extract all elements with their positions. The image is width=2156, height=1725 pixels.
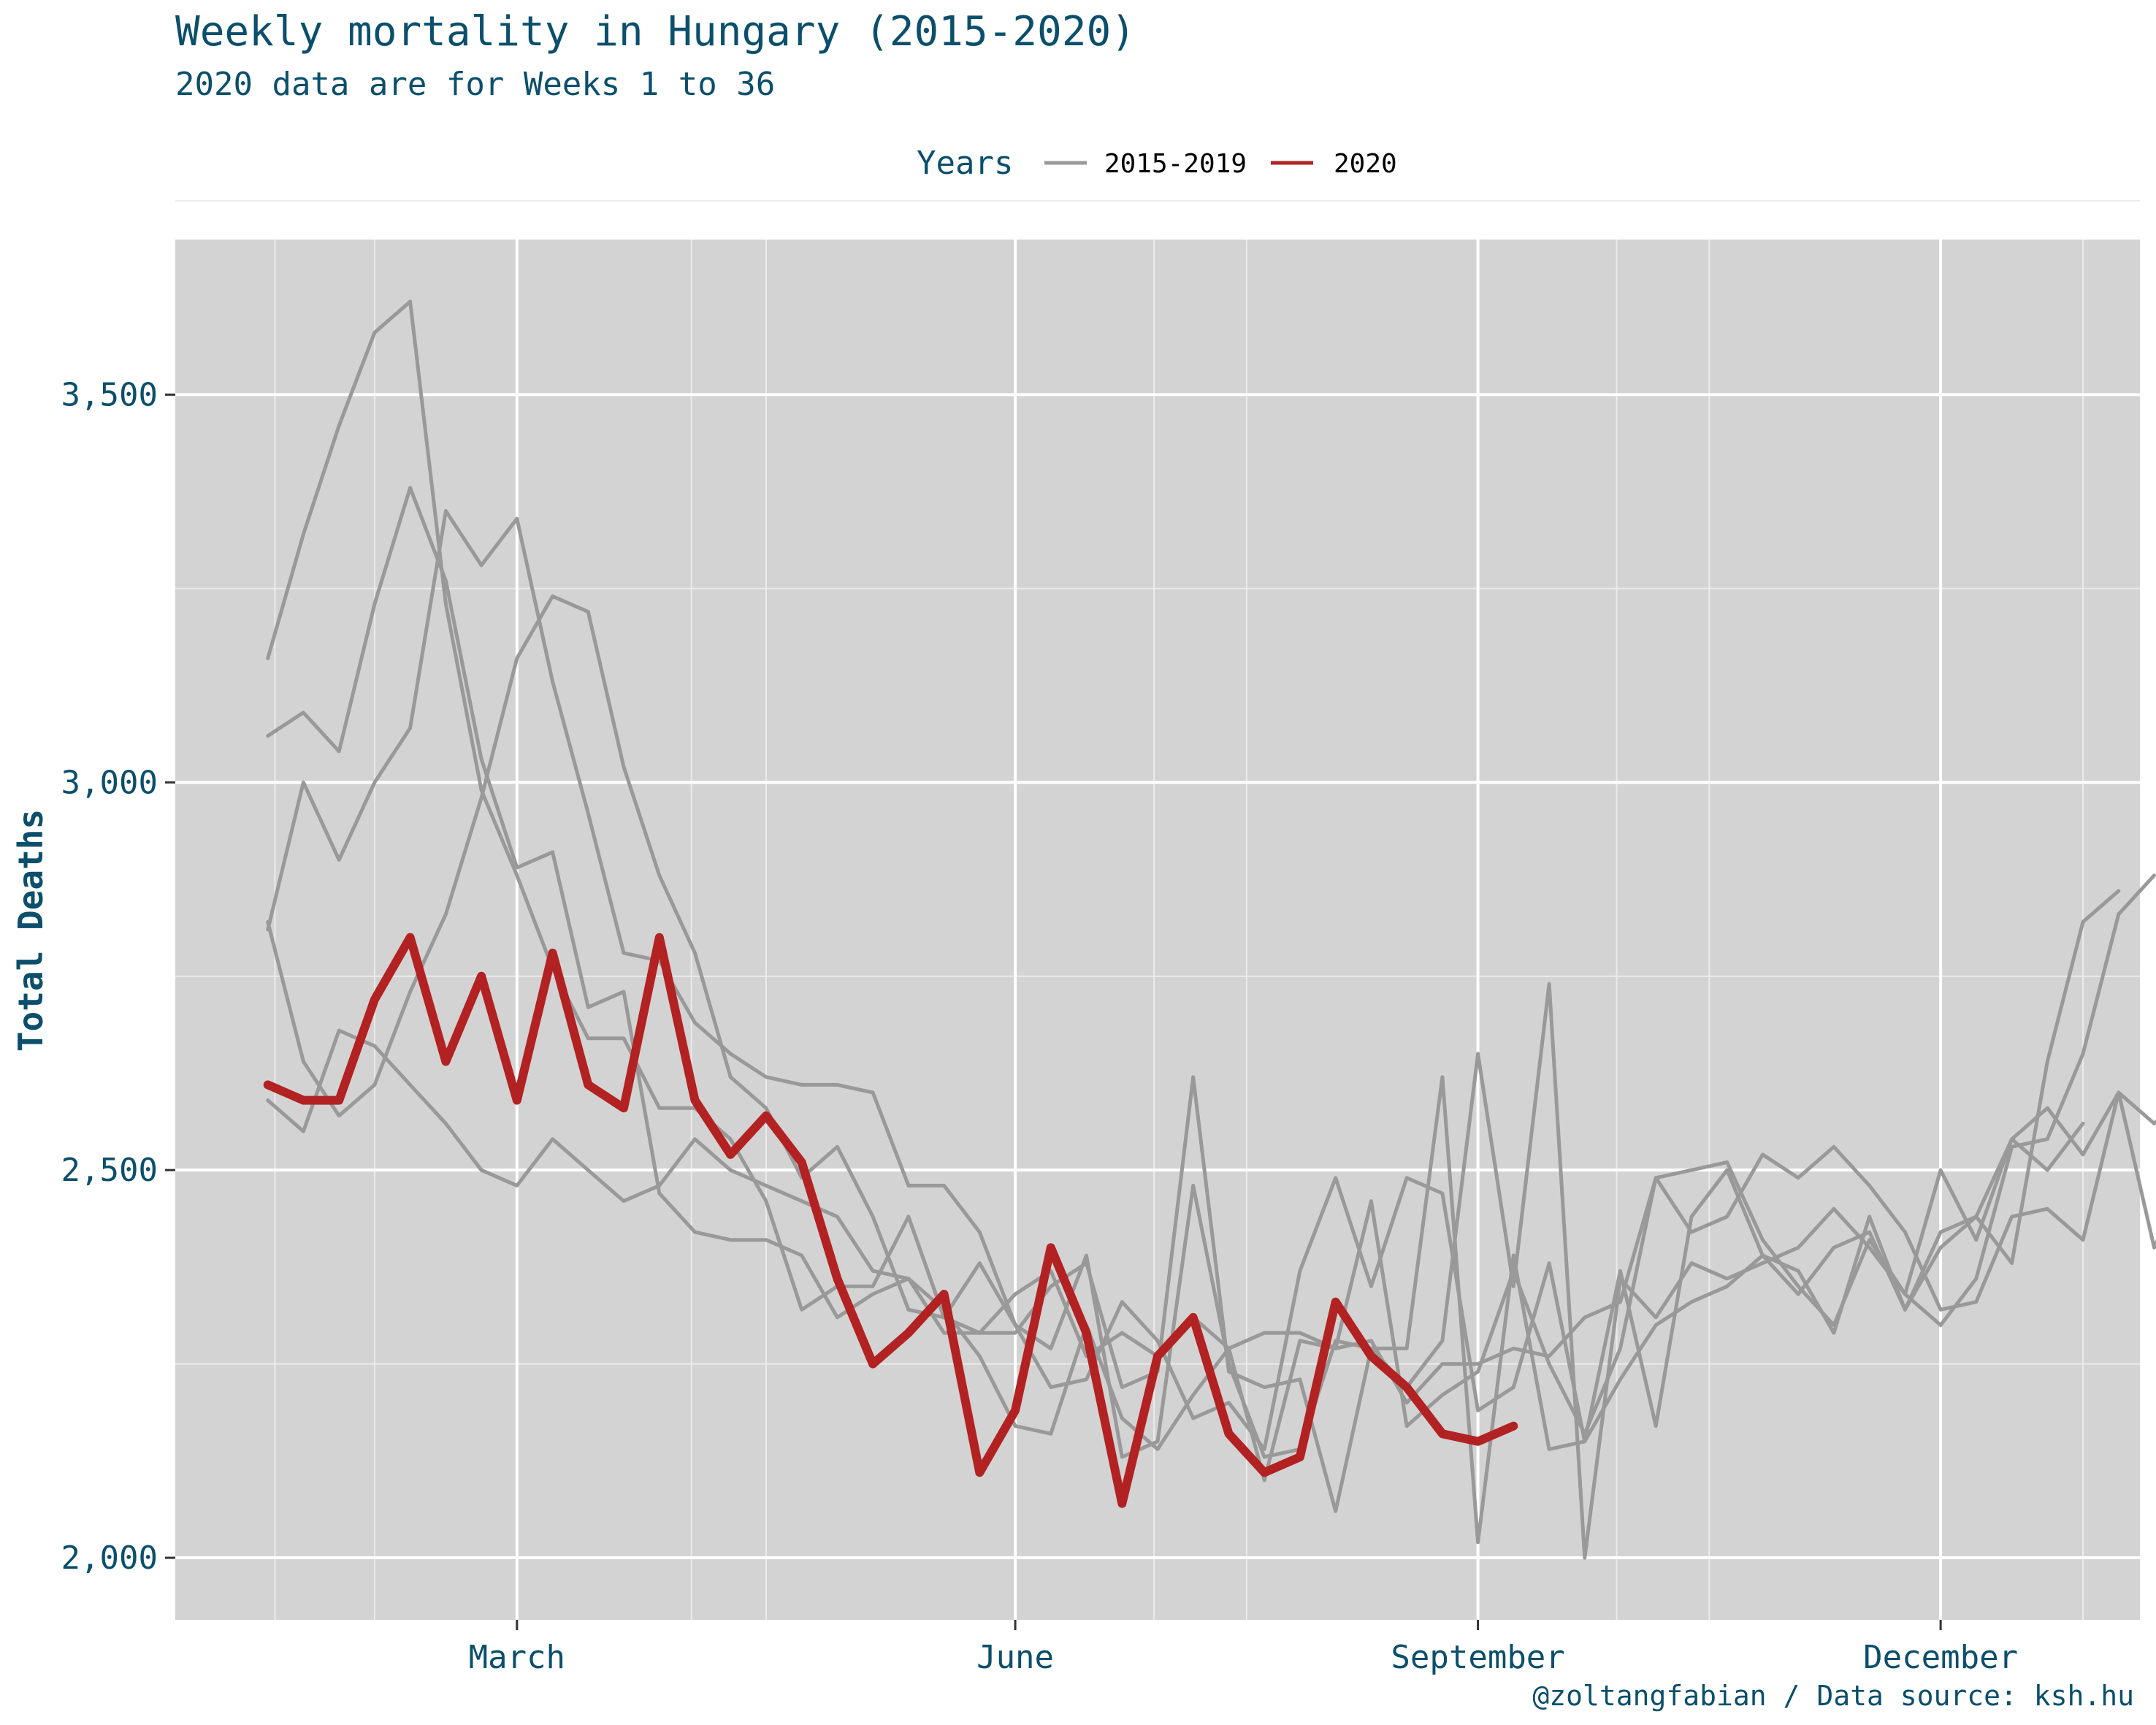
axes: 2,000 2,500 3,000 3,500 March June September De… xyxy=(61,376,2019,1676)
x-tick-label: June xyxy=(976,1639,1054,1676)
chart-title: Weekly mortality in Hungary (2015-2020) xyxy=(175,8,1136,56)
grid-major xyxy=(175,240,2140,1620)
y-tick-label: 3,000 xyxy=(61,764,158,801)
y-tick-label: 3,500 xyxy=(61,376,158,413)
legend-label-2020: 2020 xyxy=(1334,149,1397,179)
series-lines xyxy=(263,299,2156,1560)
legend: Years 2015-2019 2020 xyxy=(917,145,1397,182)
series-line-2015-2019-4 xyxy=(266,594,2156,1560)
series-line-2015-2019-2 xyxy=(266,486,2121,1545)
chart-caption: @zoltangfabian / Data source: ksh.hu xyxy=(1532,1680,2134,1712)
y-tick-label: 2,000 xyxy=(61,1540,158,1577)
series-line-2020 xyxy=(263,933,1518,1508)
x-tick-label: September xyxy=(1391,1639,1564,1676)
plot-panel xyxy=(175,240,2140,1620)
chart-subtitle: 2020 data are for Weeks 1 to 36 xyxy=(175,66,775,103)
series-line-2015-2019-5 xyxy=(266,1028,2156,1451)
legend-title: Years xyxy=(917,145,1013,182)
y-axis-label: Total Deaths xyxy=(11,809,50,1052)
legend-label-2015-2019: 2015-2019 xyxy=(1104,149,1247,179)
x-tick-label: March xyxy=(469,1639,565,1676)
y-tick-label: 2,500 xyxy=(61,1152,158,1189)
grid-minor xyxy=(175,199,2140,1620)
x-tick-label: December xyxy=(1863,1639,2018,1676)
series-line-2015-2019-3 xyxy=(266,509,2085,1451)
